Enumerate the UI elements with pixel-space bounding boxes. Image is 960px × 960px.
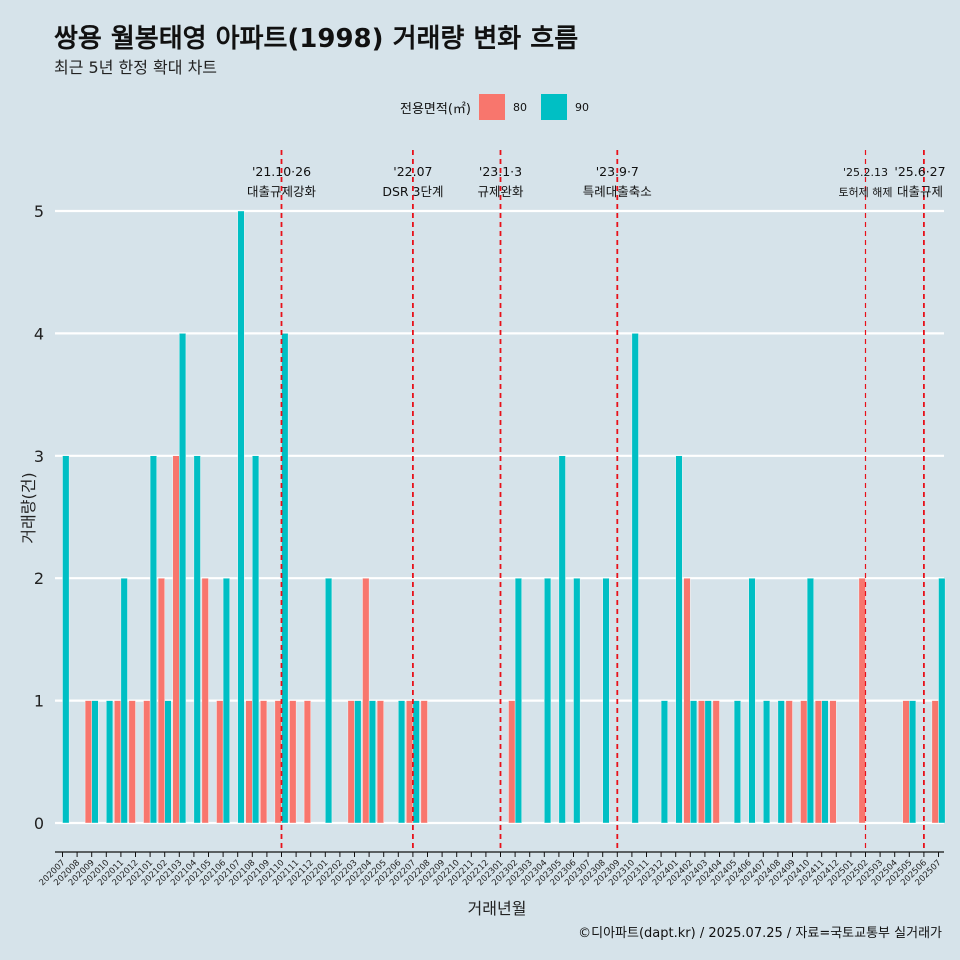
bar-202201-90 xyxy=(325,578,333,824)
bar-202411-80 xyxy=(814,700,822,824)
x-axis-label: 거래년월 xyxy=(468,899,527,918)
event-date: '23.1·3 xyxy=(479,164,522,179)
bar-202102-90 xyxy=(164,700,172,824)
bars xyxy=(62,210,946,824)
bar-202409-80 xyxy=(785,700,793,824)
bar-202205-80 xyxy=(376,700,384,824)
caption: ©디아파트(dapt.kr) / 2025.07.25 / 자료=국토교통부 실… xyxy=(578,926,942,941)
gridlines: 0 1 2 3 4 5 xyxy=(34,202,944,833)
bar-202207-80 xyxy=(406,700,414,824)
bar-202306-90 xyxy=(573,578,581,824)
event-date: '23.9·7 xyxy=(596,164,639,179)
bar-202112-80 xyxy=(303,700,311,824)
bar-202408-90 xyxy=(777,700,785,824)
bar-202207-90 xyxy=(412,700,420,824)
bar-202101-90 xyxy=(149,455,157,824)
bar-202402-80 xyxy=(683,578,691,824)
bar-202106-80 xyxy=(216,700,224,824)
bar-202208-80 xyxy=(420,700,428,824)
bar-202312-90 xyxy=(660,700,668,824)
bar-202302-80 xyxy=(508,700,516,824)
chart-title: 쌍용 월봉태영 아파트(1998) 거래량 변화 흐름 xyxy=(54,24,579,54)
bar-202302-90 xyxy=(514,578,522,824)
bar-202103-90 xyxy=(179,333,187,824)
bar-202402-90 xyxy=(690,700,698,824)
bar-202011-90 xyxy=(120,578,128,824)
bar-202203-90 xyxy=(354,700,362,824)
bar-202108-90 xyxy=(252,455,260,824)
axes: 2020072020082020092020102020112020122021… xyxy=(38,851,944,888)
event-date: '25.2.13 xyxy=(843,166,888,179)
y-tick-label: 3 xyxy=(34,447,44,466)
bar-202410-80 xyxy=(800,700,808,824)
legend-label-80: 80 xyxy=(512,100,527,114)
bar-202305-90 xyxy=(558,455,566,824)
bar-202106-90 xyxy=(222,578,230,824)
bar-202505-80 xyxy=(902,700,910,824)
bar-202405-90 xyxy=(733,700,741,824)
bar-202101-80 xyxy=(143,700,151,824)
bar-202105-80 xyxy=(201,578,209,824)
event-label: 대출규제강화 xyxy=(247,184,317,199)
bar-202206-90 xyxy=(398,700,406,824)
bar-202009-90 xyxy=(91,700,99,824)
bar-202304-90 xyxy=(544,578,552,824)
y-tick-label: 4 xyxy=(34,324,44,343)
bar-202107-90 xyxy=(237,210,245,824)
legend-label-90: 90 xyxy=(574,100,589,114)
bar-202507-80 xyxy=(931,700,939,824)
bar-202308-90 xyxy=(602,578,610,824)
bar-202412-80 xyxy=(829,700,837,824)
bar-202007-90 xyxy=(62,455,70,824)
bar-202012-80 xyxy=(128,700,136,824)
bar-202203-80 xyxy=(347,700,355,824)
bar-202204-80 xyxy=(362,578,370,824)
bar-202204-90 xyxy=(368,700,376,824)
y-tick-label: 0 xyxy=(34,814,44,833)
bar-202110-90 xyxy=(281,333,289,824)
chart-subtitle: 최근 5년 한정 확대 차트 xyxy=(54,58,218,77)
bar-202009-80 xyxy=(84,700,92,824)
legend-title: 전용면적(㎡) xyxy=(400,101,471,117)
bar-202310-90 xyxy=(631,333,639,824)
bar-202403-90 xyxy=(704,700,712,824)
event-label: 특례대출축소 xyxy=(583,184,652,199)
bar-202410-90 xyxy=(806,578,814,824)
y-tick-label: 1 xyxy=(34,692,44,711)
bar-202411-90 xyxy=(821,700,829,824)
bar-202507-90 xyxy=(938,578,946,824)
annotations: '21.10·26 대출규제강화 '22.07 DSR 3단계 '23.1·3 규제완화 '… xyxy=(247,150,946,852)
event-date: '21.10·26 xyxy=(252,164,311,179)
event-label: 토허제 해제 xyxy=(838,185,892,199)
legend-swatch-90 xyxy=(540,94,567,120)
legend: 전용면적(㎡) 80 90 xyxy=(400,94,595,120)
bar-202401-90 xyxy=(675,455,683,824)
legend-swatch-80 xyxy=(478,94,505,120)
bar-202505-90 xyxy=(909,700,917,824)
bar-202502-80 xyxy=(858,578,866,824)
bar-202111-80 xyxy=(289,700,297,824)
bar-202102-80 xyxy=(157,578,165,824)
bar-202403-80 xyxy=(698,700,706,824)
bar-202110-80 xyxy=(274,700,282,824)
bar-202406-90 xyxy=(748,578,756,824)
event-label: DSR 3단계 xyxy=(382,184,443,199)
bar-202011-80 xyxy=(114,700,122,824)
event-date: '25.6·27 xyxy=(894,164,945,179)
event-date: '22.07 xyxy=(393,164,432,179)
y-tick-label: 2 xyxy=(34,569,44,588)
event-label: 규제완화 xyxy=(477,184,524,199)
bar-202407-90 xyxy=(763,700,771,824)
bar-202010-90 xyxy=(106,700,114,824)
bar-202109-80 xyxy=(260,700,268,824)
bar-202103-80 xyxy=(172,455,180,824)
y-tick-label: 5 xyxy=(34,202,44,221)
y-axis-label: 거래량(건) xyxy=(19,472,38,543)
bar-202104-90 xyxy=(193,455,201,824)
bar-202404-80 xyxy=(712,700,720,824)
bar-202108-80 xyxy=(245,700,253,824)
event-label: 대출규제 xyxy=(897,184,943,199)
